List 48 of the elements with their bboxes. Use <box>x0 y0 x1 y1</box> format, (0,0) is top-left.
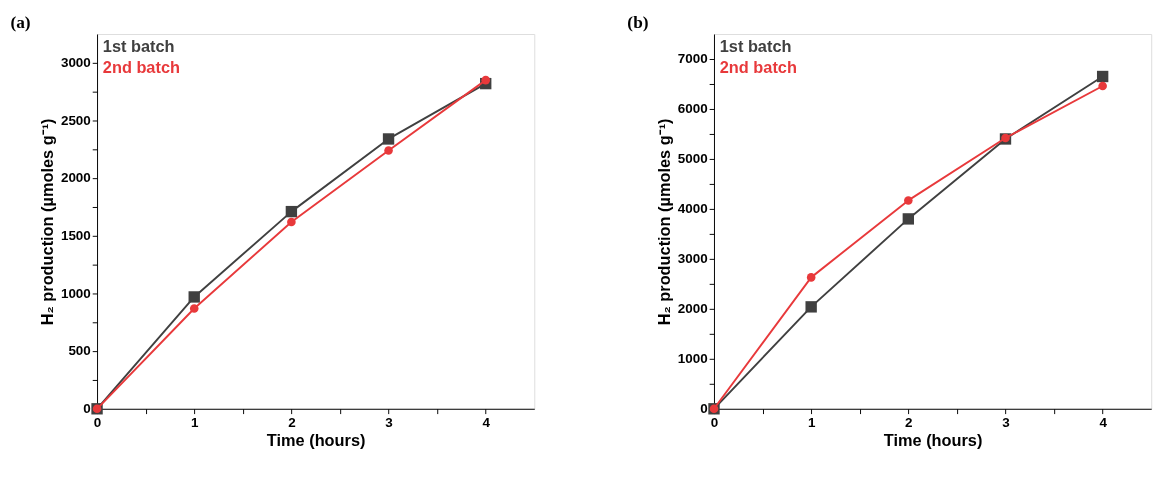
y-tick-label: 2500 <box>60 112 91 128</box>
x-tick-label: 3 <box>385 414 393 430</box>
point <box>481 75 491 85</box>
point <box>189 304 199 313</box>
point <box>382 133 395 145</box>
text: 2nd batch <box>102 58 180 77</box>
y-tick-label: 3000 <box>60 55 91 71</box>
x-tick-label: 4 <box>482 414 491 430</box>
x-tick-label: 2 <box>288 414 296 430</box>
point <box>285 205 298 218</box>
x-tick-label: 0 <box>710 414 719 430</box>
point <box>904 196 913 205</box>
y-tick-label: 0 <box>700 401 708 417</box>
x-tick-label: 0 <box>93 414 102 430</box>
x-tick-label: 1 <box>807 414 816 430</box>
point <box>1098 81 1107 91</box>
y-tick-label: 2000 <box>60 170 91 186</box>
point <box>188 291 200 303</box>
chart-title: (a) <box>10 13 31 33</box>
y-tick-label: 1000 <box>677 351 708 367</box>
y-tick-label: 7000 <box>677 51 708 67</box>
y-tick-label: 6000 <box>677 101 708 117</box>
text: 1st batch <box>719 37 792 56</box>
x-tick-label: 1 <box>190 414 199 430</box>
point <box>384 146 393 155</box>
point <box>902 213 915 225</box>
chart-title: (b) <box>627 13 649 33</box>
x-tick-label: 3 <box>1002 414 1010 430</box>
text: 1st batch <box>102 37 175 56</box>
text: 2nd batch <box>719 58 797 77</box>
y-tick-label: 1500 <box>60 228 91 244</box>
y-tick-label: 2000 <box>677 301 708 317</box>
x-tick-label: 2 <box>905 414 913 430</box>
x-axis-title: Time (hours) <box>266 430 366 449</box>
y-tick-label: 500 <box>68 343 91 359</box>
y-tick-label: 4000 <box>677 201 708 217</box>
y-tick-label: 1000 <box>60 285 91 301</box>
y-tick-label: 0 <box>83 401 91 417</box>
y-axis-title: H₂ production (µmoles g⁻¹) <box>38 118 57 326</box>
x-tick-label: 4 <box>1099 414 1108 430</box>
point <box>1096 70 1109 83</box>
y-axis-title: H₂ production (µmoles g⁻¹) <box>655 118 674 326</box>
point <box>806 273 816 282</box>
point <box>287 217 296 227</box>
x-axis-title: Time (hours) <box>883 430 983 449</box>
y-tick-label: 3000 <box>677 251 708 267</box>
y-tick-label: 5000 <box>677 151 708 167</box>
point <box>805 301 817 313</box>
